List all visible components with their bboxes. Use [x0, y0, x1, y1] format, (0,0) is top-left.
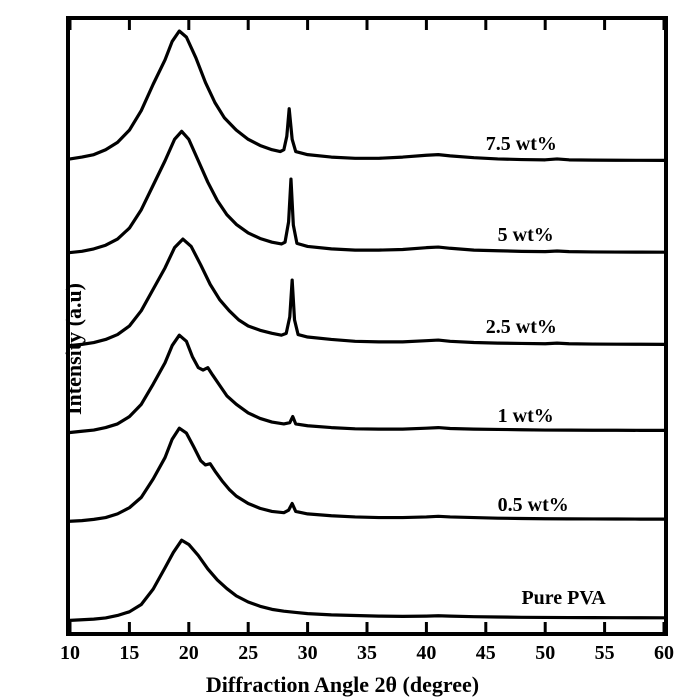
x-tick-label: 15: [111, 642, 147, 665]
x-tick-label: 35: [349, 642, 385, 665]
x-tick-label: 25: [230, 642, 266, 665]
x-tick-label: 10: [52, 642, 88, 665]
x-tick-label: 60: [646, 642, 682, 665]
xrd-curves: [70, 20, 664, 632]
curve-label: 5 wt%: [498, 224, 554, 247]
curve-label: Pure PVA: [521, 587, 605, 610]
y-axis-label-wrap: Intensity (a.u): [61, 283, 87, 415]
x-tick-label: 50: [527, 642, 563, 665]
curve-label: 1 wt%: [498, 405, 554, 428]
x-tick-label: 45: [468, 642, 504, 665]
xrd-curve: [70, 335, 664, 432]
xrd-curve: [70, 239, 664, 345]
plot-area: [66, 16, 668, 636]
xrd-curve: [70, 31, 664, 160]
x-tick-label: 30: [290, 642, 326, 665]
x-tick-label: 40: [408, 642, 444, 665]
curve-label: 2.5 wt%: [486, 316, 557, 339]
x-tick-label: 55: [587, 642, 623, 665]
x-axis-label: Diffraction Angle 2θ (degree): [206, 672, 479, 698]
curve-label: 0.5 wt%: [498, 494, 569, 517]
figure: Intensity (a.u) Diffraction Angle 2θ (de…: [0, 0, 685, 698]
curve-label: 7.5 wt%: [486, 133, 557, 156]
xrd-curve: [70, 131, 664, 252]
y-axis-label: Intensity (a.u): [61, 283, 86, 415]
xrd-curve: [70, 428, 664, 521]
x-tick-label: 20: [171, 642, 207, 665]
